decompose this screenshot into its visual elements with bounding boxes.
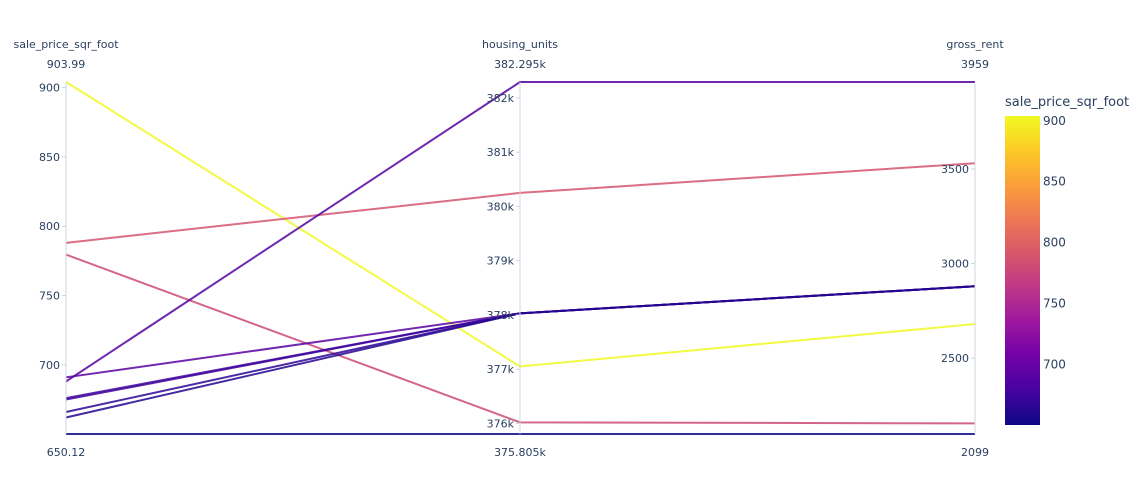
axis-title: gross_rent bbox=[946, 38, 1004, 51]
axis-range-min: 2099 bbox=[961, 446, 989, 459]
colorbar-tick-label: 750 bbox=[1043, 296, 1066, 310]
axis-sale-price-sqr-foot: sale_price_sqr_foot 903.99 650.12 700 750 800… bbox=[13, 38, 119, 459]
axis-tick-label: 376k bbox=[487, 417, 515, 430]
axis-tick-label: 800 bbox=[39, 220, 60, 233]
axis-tick-label: 378k bbox=[487, 309, 515, 322]
axis-range-max: 3959 bbox=[961, 58, 989, 71]
axis-tick-label: 2500 bbox=[941, 352, 969, 365]
axis-tick-label: 3500 bbox=[941, 163, 969, 176]
axis-range-min: 375.805k bbox=[494, 446, 546, 459]
axis-tick-label: 750 bbox=[39, 290, 60, 303]
axis-tick-label: 377k bbox=[487, 363, 515, 376]
colorbar-tick-label: 800 bbox=[1043, 236, 1066, 250]
axis-range-max: 903.99 bbox=[47, 58, 86, 71]
colorbar: sale_price_sqr_foot 700 750 800 850 900 bbox=[1005, 95, 1129, 425]
axis-range-min: 650.12 bbox=[47, 446, 86, 459]
axis-housing-units: housing_units 382.295k 375.805k 376k 377k 378… bbox=[482, 38, 558, 459]
colorbar-title: sale_price_sqr_foot bbox=[1005, 95, 1129, 110]
colorbar-tick-label: 700 bbox=[1043, 357, 1066, 371]
axis-tick-label: 700 bbox=[39, 359, 60, 372]
colorbar-tick-label: 900 bbox=[1043, 114, 1066, 128]
axis-gross-rent: gross_rent 3959 2099 2500 3000 3500 bbox=[941, 38, 1004, 459]
colorbar-rect bbox=[1005, 116, 1040, 425]
axis-range-max: 382.295k bbox=[494, 58, 546, 71]
axis-tick-label: 850 bbox=[39, 151, 60, 164]
axis-tick-label: 900 bbox=[39, 82, 60, 95]
axis-tick-label: 3000 bbox=[941, 257, 969, 270]
axis-tick-label: 381k bbox=[487, 146, 515, 159]
axis-title: housing_units bbox=[482, 38, 558, 51]
colorbar-tick-label: 850 bbox=[1043, 175, 1066, 189]
axis-title: sale_price_sqr_foot bbox=[13, 38, 119, 51]
axes: sale_price_sqr_foot 903.99 650.12 700 750 800… bbox=[13, 38, 1004, 459]
axis-tick-label: 380k bbox=[487, 200, 515, 213]
axis-tick-label: 379k bbox=[487, 255, 515, 268]
axis-tick-label: 382k bbox=[487, 92, 515, 105]
